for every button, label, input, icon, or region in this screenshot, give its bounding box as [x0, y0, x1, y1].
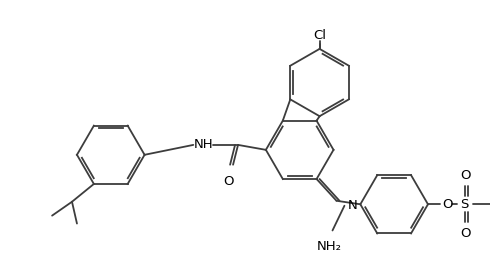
Text: O: O: [223, 175, 233, 188]
Text: O: O: [461, 169, 471, 182]
Text: N: N: [348, 199, 357, 212]
Text: Cl: Cl: [313, 29, 326, 42]
Text: NH: NH: [193, 138, 213, 151]
Text: O: O: [442, 198, 453, 211]
Text: O: O: [461, 227, 471, 240]
Text: S: S: [461, 198, 469, 211]
Text: NH₂: NH₂: [317, 240, 342, 253]
